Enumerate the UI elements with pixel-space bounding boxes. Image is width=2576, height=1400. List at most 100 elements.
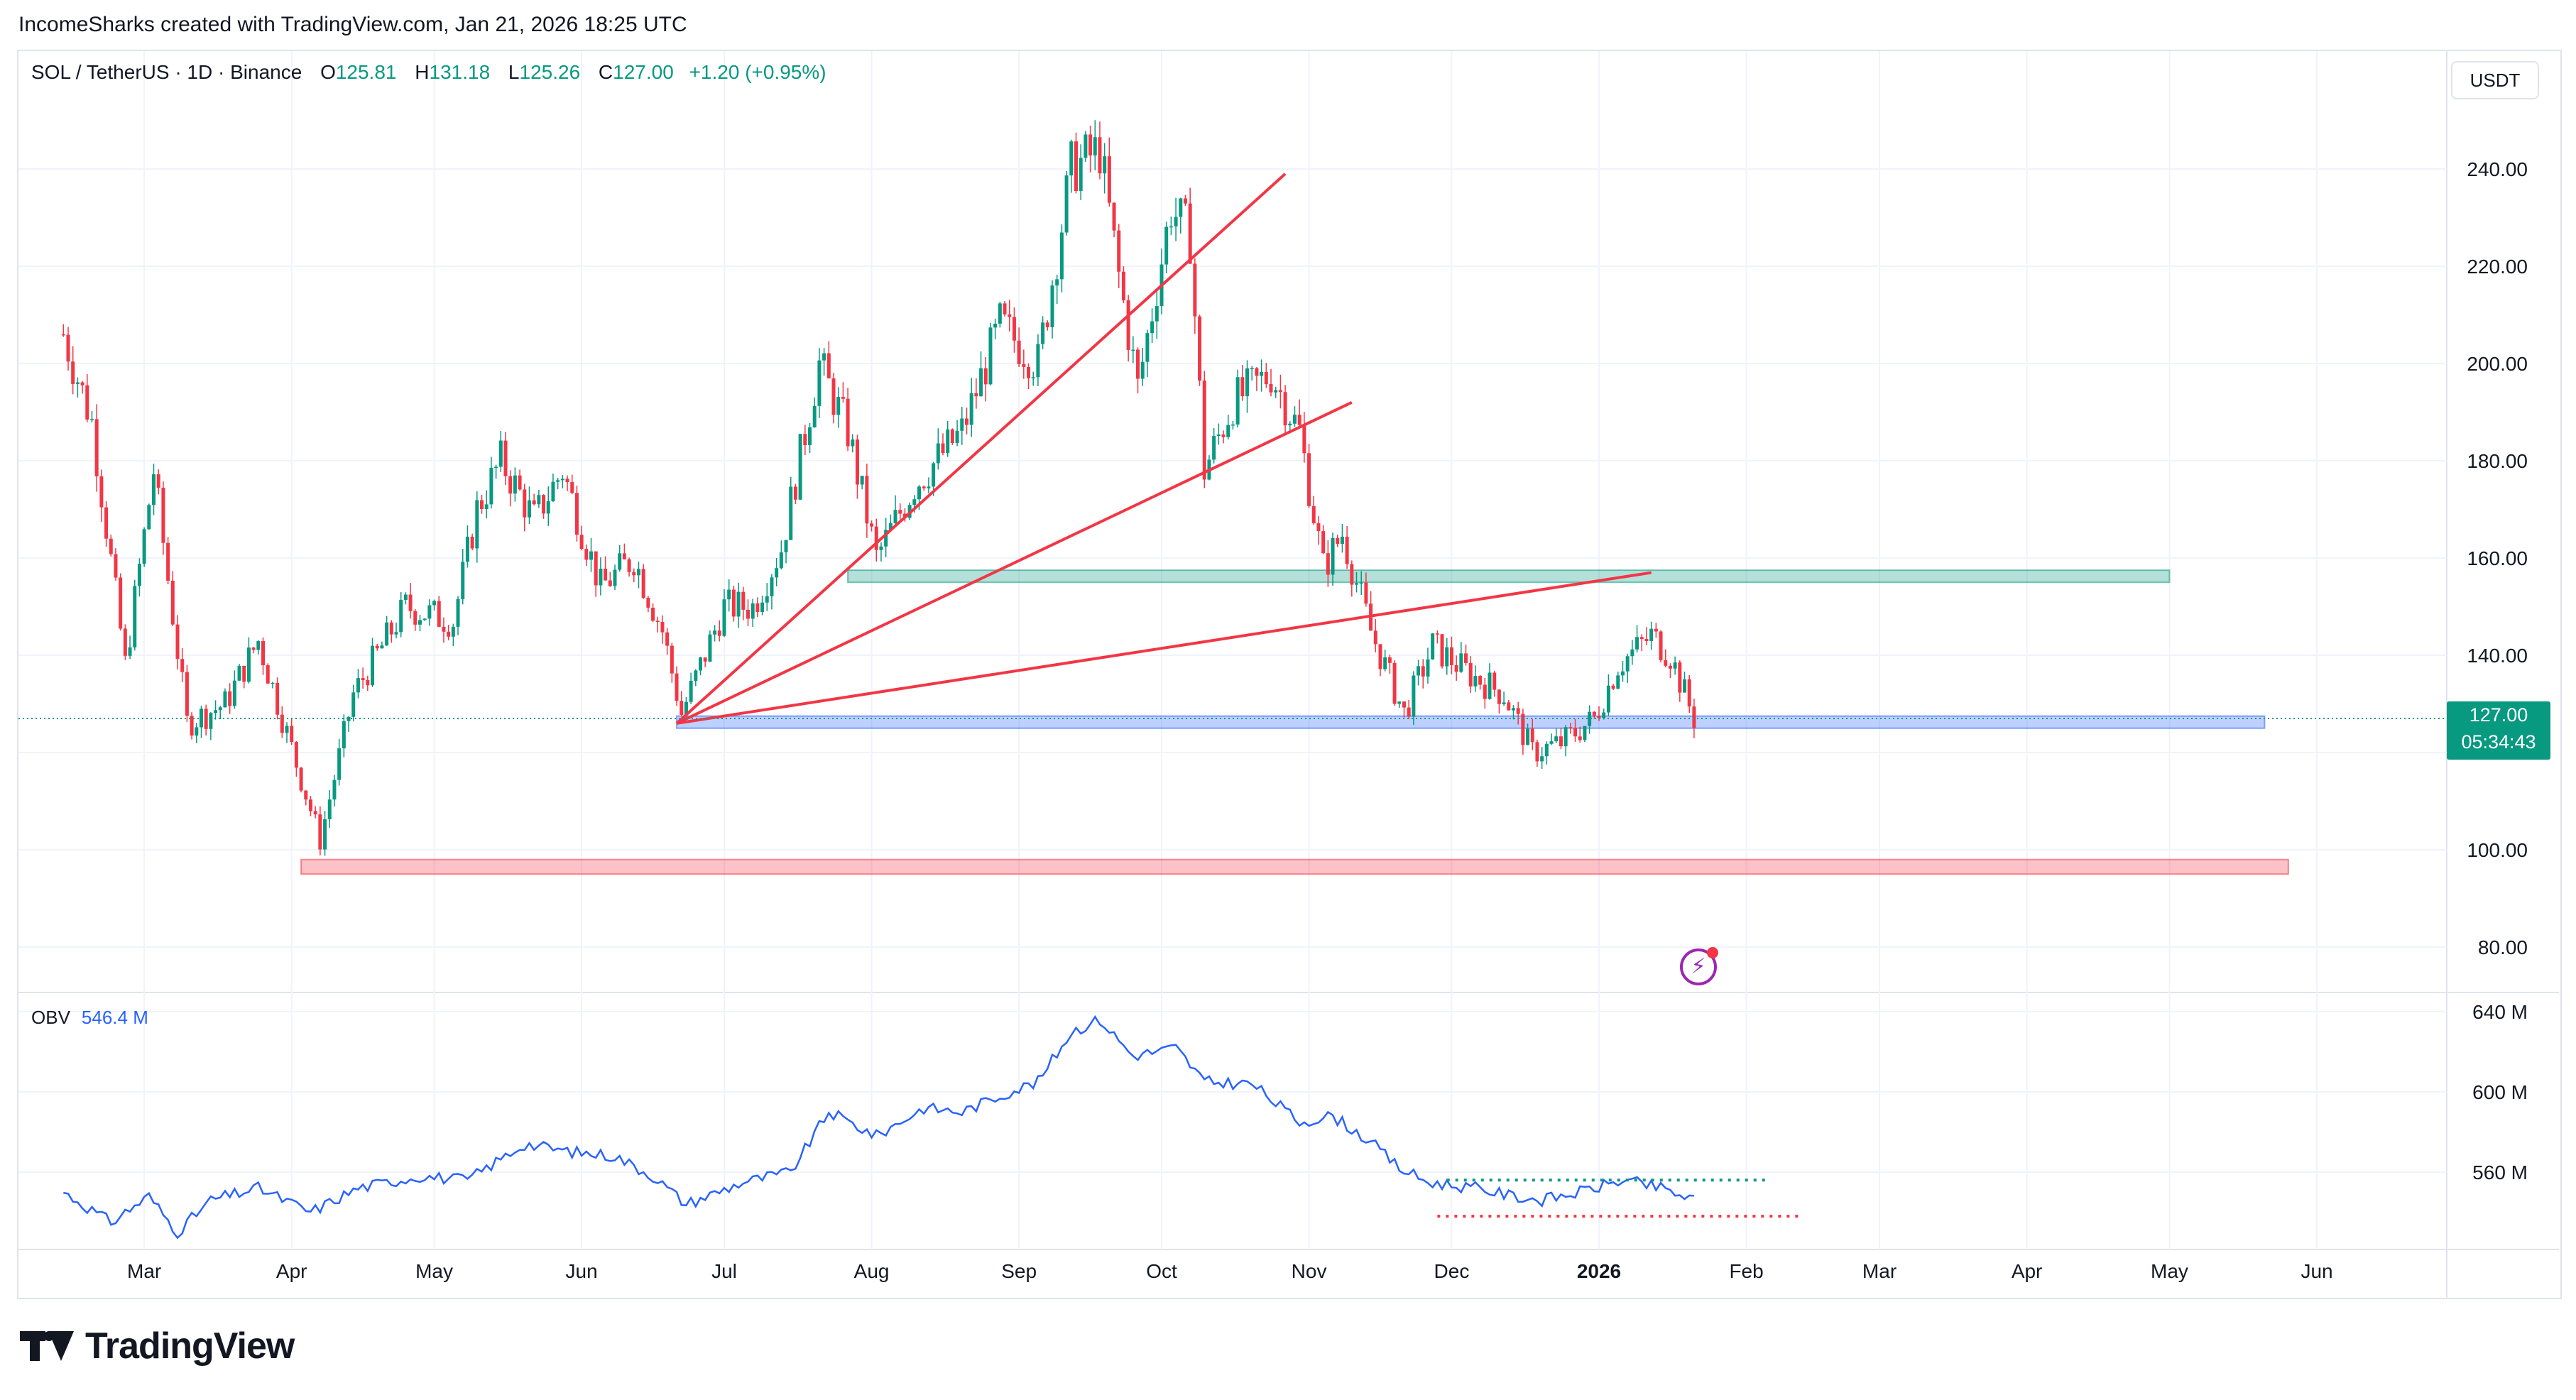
candle-body: [1606, 685, 1610, 713]
candle-body: [822, 353, 826, 361]
candle-body: [542, 495, 546, 514]
candle-body: [1226, 425, 1230, 437]
candle-body: [1502, 702, 1506, 704]
candle-body: [556, 480, 560, 482]
candle-body: [109, 538, 113, 554]
candle-body: [717, 630, 721, 636]
candle-body: [375, 645, 379, 649]
candle-body: [608, 580, 612, 586]
candle-body: [161, 487, 165, 543]
candle-body: [1611, 685, 1615, 689]
candle-body: [1093, 137, 1097, 155]
candle-body: [1264, 371, 1268, 384]
candle-body: [589, 551, 594, 560]
candle-body: [594, 551, 598, 586]
candle-body: [1639, 637, 1644, 640]
candle-body: [793, 486, 797, 500]
close-label: C: [598, 61, 613, 83]
candle-body: [983, 368, 988, 385]
candle-body: [927, 486, 931, 488]
obv-name[interactable]: OBV: [31, 1007, 70, 1028]
candle-body: [1483, 684, 1487, 699]
candle-body: [442, 626, 446, 632]
candle-body: [1055, 279, 1059, 286]
candle-body: [893, 510, 897, 523]
symbol-name[interactable]: SOL / TetherUS · 1D · Binance: [31, 61, 302, 83]
candle-body: [1549, 741, 1554, 744]
notification-dot-icon: [1707, 947, 1718, 958]
candle-body: [1654, 628, 1658, 632]
candle-body: [646, 598, 650, 608]
x-tick-label: Jul: [711, 1260, 737, 1282]
y-tick-label: 160.00: [2467, 547, 2528, 569]
candle-body: [736, 591, 741, 617]
candle-body: [898, 510, 902, 514]
candle-body: [722, 599, 726, 636]
candle-body: [1107, 156, 1111, 203]
candle-body: [427, 605, 432, 619]
support-zone-red: [300, 858, 2289, 875]
candle-body: [755, 603, 760, 613]
candle-body: [1544, 743, 1549, 757]
candle-body: [1397, 701, 1402, 704]
candle-body: [1511, 708, 1515, 711]
candle-body: [1602, 712, 1606, 718]
candle-body: [599, 569, 603, 586]
brand-name: TradingView: [85, 1325, 295, 1367]
candle-body: [1668, 665, 1672, 669]
candle-body: [936, 443, 940, 464]
candle-body: [579, 535, 584, 549]
candle-body: [133, 586, 137, 647]
resistance-zone-green: [847, 569, 2171, 584]
candle-body: [1069, 141, 1074, 176]
candle-body: [1588, 711, 1592, 726]
candle-body: [1421, 666, 1425, 677]
candle-body: [380, 645, 384, 649]
candle-body: [1683, 679, 1687, 693]
candle-body: [137, 564, 141, 586]
candle-body: [560, 478, 564, 481]
candle-body: [1307, 453, 1311, 506]
candle-body: [223, 691, 227, 708]
candle-body: [1620, 671, 1625, 676]
candle-body: [413, 611, 417, 625]
candle-body: [218, 707, 222, 711]
candle-body: [385, 622, 389, 646]
candle-body: [1554, 736, 1559, 742]
candle-body: [946, 429, 950, 453]
candle-body: [327, 799, 332, 819]
candle-body: [1563, 727, 1568, 747]
candle-body: [841, 397, 845, 399]
candle-body: [888, 523, 893, 530]
candle-body: [960, 418, 964, 431]
candle-body: [475, 500, 479, 549]
x-tick-label: Sep: [1001, 1260, 1037, 1282]
candle-body: [865, 476, 869, 524]
candle-body: [94, 419, 99, 476]
tradingview-mark-icon: [20, 1328, 75, 1364]
candle-body: [1041, 322, 1045, 344]
candle-body: [1045, 322, 1049, 327]
candle-body: [1459, 653, 1463, 672]
candle-body: [417, 620, 422, 625]
candle-body: [1383, 657, 1387, 669]
candle-body: [361, 678, 365, 680]
candle-body: [1540, 756, 1544, 762]
close-value: 127.00: [613, 61, 674, 83]
candle-body: [1216, 434, 1221, 437]
candle-body: [114, 554, 118, 578]
candle-body: [1535, 742, 1539, 762]
candle-body: [1198, 316, 1202, 381]
candle-body: [988, 327, 993, 385]
candle-body: [1297, 415, 1301, 425]
chart-frame: [17, 50, 2562, 1299]
lightning-event-icon[interactable]: ⚡: [1680, 947, 1718, 985]
candle-body: [1440, 634, 1444, 667]
candle-body: [1692, 706, 1696, 728]
candle-body: [1331, 537, 1335, 575]
currency-button[interactable]: USDT: [2451, 61, 2539, 99]
candle-body: [461, 562, 465, 599]
tradingview-logo[interactable]: TradingView: [20, 1325, 295, 1367]
candle-body: [574, 493, 579, 535]
